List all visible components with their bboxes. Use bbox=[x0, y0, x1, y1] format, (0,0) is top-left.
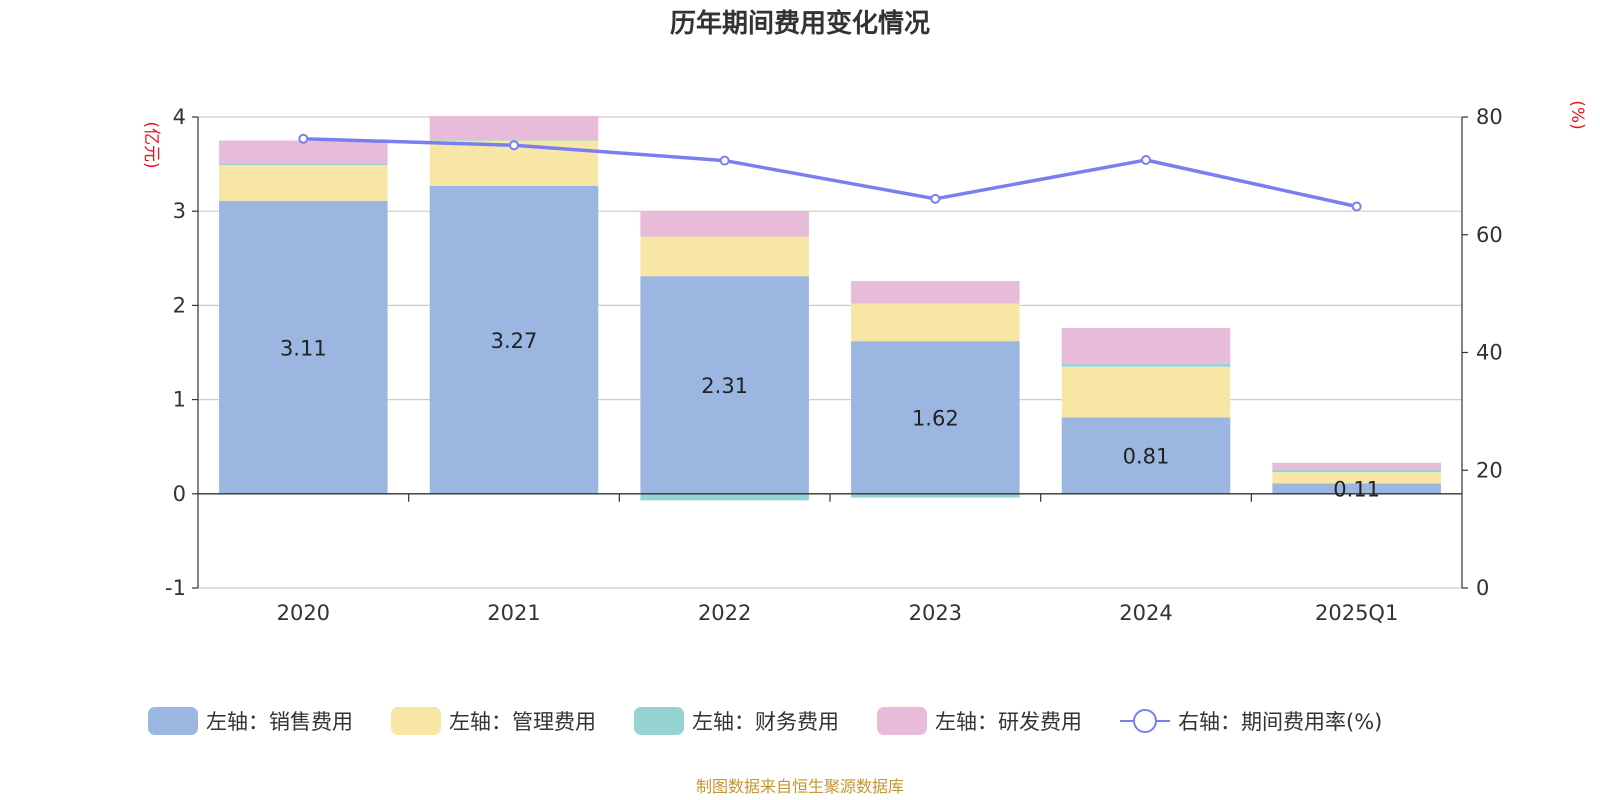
bar-segment-4 bbox=[429, 116, 599, 140]
legend-swatch bbox=[634, 707, 684, 735]
right-tick-label: 20 bbox=[1476, 458, 1503, 482]
bar-segment-4 bbox=[1272, 462, 1441, 470]
bar-segment-3 bbox=[1061, 363, 1231, 367]
left-tick-label: 1 bbox=[173, 388, 186, 412]
left-tick-label: 0 bbox=[173, 482, 186, 506]
legend-swatch bbox=[148, 707, 198, 735]
rate-point bbox=[719, 155, 730, 166]
category-label: 2023 bbox=[909, 601, 962, 625]
bar-segment-3 bbox=[640, 493, 809, 501]
category-label: 2020 bbox=[277, 601, 330, 625]
category-label: 2022 bbox=[698, 601, 751, 625]
right-tick-label: 80 bbox=[1476, 105, 1503, 129]
left-tick-label: -1 bbox=[165, 576, 186, 600]
bar-segment-2 bbox=[1061, 366, 1231, 418]
legend-swatch bbox=[391, 707, 441, 735]
bar-series bbox=[219, 116, 1441, 501]
rate-point bbox=[298, 133, 309, 144]
legend-label: 左轴：财务费用 bbox=[692, 710, 839, 734]
left-tick-label: 3 bbox=[173, 199, 186, 223]
source-note: 制图数据来自恒生聚源数据库 bbox=[696, 777, 904, 796]
legend-marker bbox=[1133, 709, 1157, 733]
data-labels: 3.11 3.27 2.31 1.62 0.81 0.11 bbox=[280, 329, 1380, 502]
category-label: 2025Q1 bbox=[1315, 601, 1398, 625]
legend-label: 左轴：管理费用 bbox=[449, 710, 596, 734]
legend-label: 右轴：期间费用率(%) bbox=[1178, 710, 1382, 734]
bar-data-label: 1.62 bbox=[912, 406, 959, 430]
bar-segment-3 bbox=[1272, 469, 1441, 473]
legend-label: 左轴：研发费用 bbox=[935, 710, 1082, 734]
bar-segment-1 bbox=[429, 185, 599, 494]
bar-segment-4 bbox=[1061, 328, 1231, 364]
bar-segment-2 bbox=[1272, 472, 1441, 484]
chart-title: 历年期间费用变化情况 bbox=[670, 8, 930, 39]
bar-segment-3 bbox=[429, 139, 599, 141]
rate-point bbox=[1141, 154, 1151, 165]
rate-line bbox=[303, 137, 1358, 209]
bar-segment-2 bbox=[851, 303, 1020, 342]
right-axis-unit: (%) bbox=[1567, 100, 1587, 129]
bar-segment-4 bbox=[219, 140, 388, 164]
category-label: 2021 bbox=[487, 601, 540, 625]
bar-segment-2 bbox=[219, 165, 388, 201]
bar-segment-4 bbox=[851, 280, 1020, 304]
rate-point bbox=[930, 193, 941, 204]
legend: 左轴：销售费用 左轴：管理费用 左轴：财务费用 左轴：研发费用 右轴：期间费用率(%) bbox=[148, 707, 1382, 735]
rate-line-series bbox=[298, 133, 1362, 212]
right-tick-label: 60 bbox=[1476, 223, 1503, 247]
bar-segment-1 bbox=[640, 276, 809, 494]
left-tick-label: 2 bbox=[173, 293, 186, 317]
bar-data-label: 3.27 bbox=[491, 329, 538, 353]
bar-data-label: 3.11 bbox=[280, 336, 327, 360]
bar-segment-1 bbox=[219, 200, 388, 494]
gridlines bbox=[198, 116, 1462, 589]
bar-segment-2 bbox=[640, 236, 809, 277]
bar-segment-3 bbox=[851, 493, 1020, 498]
bar-data-label: 0.81 bbox=[1123, 445, 1170, 469]
left-tick-label: 4 bbox=[173, 105, 186, 129]
bar-segment-4 bbox=[640, 211, 809, 237]
category-label: 2024 bbox=[1119, 601, 1172, 625]
bar-data-label: 2.31 bbox=[701, 374, 748, 398]
left-axis-unit: (亿元) bbox=[141, 121, 161, 168]
right-tick-label: 40 bbox=[1476, 341, 1503, 365]
bar-data-label: 0.11 bbox=[1333, 478, 1380, 502]
bar-segment-1 bbox=[851, 341, 1020, 494]
bar-segment-1 bbox=[1272, 483, 1441, 494]
bar-segment-3 bbox=[219, 163, 388, 166]
bar-segment-1 bbox=[1061, 417, 1231, 494]
legend-swatch bbox=[877, 707, 927, 735]
legend-label: 左轴：销售费用 bbox=[206, 710, 353, 734]
right-tick-label: 0 bbox=[1476, 576, 1489, 600]
rate-point bbox=[1351, 201, 1362, 212]
rate-point bbox=[509, 140, 519, 151]
